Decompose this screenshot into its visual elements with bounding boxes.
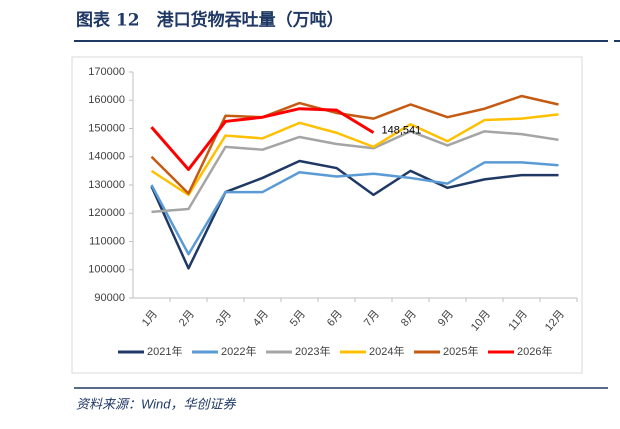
x-tick-label: 10月 <box>469 308 493 334</box>
x-tick-label: 7月 <box>362 308 382 329</box>
y-tick-label: 140000 <box>88 151 125 163</box>
x-tick-label: 8月 <box>399 308 419 329</box>
y-tick-label: 150000 <box>88 122 125 134</box>
chart-frame <box>71 56 583 374</box>
y-tick-label: 100000 <box>88 264 125 276</box>
source: 资料来源：Wind，华创证券 <box>76 396 237 411</box>
line-series <box>150 113 559 197</box>
legend-label: 2026年 <box>517 344 552 358</box>
x-tick-label: 12月 <box>543 308 567 334</box>
x-tick-label: 9月 <box>436 308 456 329</box>
x-tick-label: 3月 <box>214 308 234 329</box>
y-tick-label: 160000 <box>88 94 125 106</box>
line-series <box>150 161 559 256</box>
y-tick-label: 110000 <box>89 235 125 247</box>
line-series <box>150 107 375 171</box>
legend-label: 2021年 <box>147 344 182 358</box>
x-tick-label: 6月 <box>325 308 345 329</box>
data-label: 148,541 <box>382 125 422 137</box>
x-tick-label: 1月 <box>140 308 160 329</box>
chart-title: 图表 12 港口货物吞吐量（万吨） <box>76 10 344 31</box>
legend-label: 2023年 <box>295 344 330 358</box>
x-tick-label: 2月 <box>177 308 197 329</box>
y-tick-label: 120000 <box>88 207 125 219</box>
legend-label: 2024年 <box>369 344 404 358</box>
y-tick-label: 90000 <box>94 292 125 304</box>
x-tick-label: 4月 <box>251 308 271 329</box>
y-tick-label: 170000 <box>88 66 125 78</box>
x-tick-label: 11月 <box>506 308 530 333</box>
x-tick-label: 5月 <box>288 308 308 329</box>
y-tick-label: 130000 <box>88 179 125 191</box>
line-series <box>151 130 559 214</box>
legend-label: 2025年 <box>443 344 478 358</box>
legend-label: 2022年 <box>221 344 256 358</box>
